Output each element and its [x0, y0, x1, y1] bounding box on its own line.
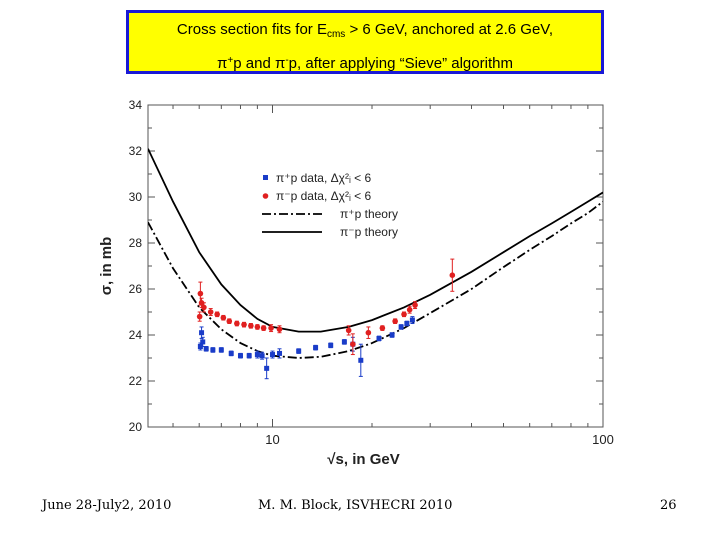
slide-title-box: Cross section fits for Ecms > 6 GeV, anc…: [126, 10, 604, 74]
pi-minus-data-point: [392, 318, 398, 325]
pi-plus-data-point: [210, 347, 216, 353]
pi-plus-data-point: [200, 339, 206, 345]
y-tick-label: 24: [129, 328, 143, 342]
pi-plus-data-point: [358, 357, 364, 363]
y-tick-label: 26: [129, 282, 143, 296]
pi-minus-data-point: [207, 309, 214, 315]
pi-minus-data-point: [350, 341, 356, 348]
pi-plus-data-point: [228, 350, 234, 356]
pi-plus-data-point: [246, 353, 252, 359]
pi-plus-data-point: [328, 342, 334, 348]
pi-minus-data-point: [196, 313, 203, 320]
pi-plus-data-point: [237, 353, 243, 359]
pi-plus-data-point: [277, 350, 283, 356]
pi-plus-data-point: [264, 365, 270, 371]
pi-minus-data-point: [260, 325, 267, 331]
pi-plus-data-point: [313, 345, 319, 351]
pi-plus-data-point: [254, 352, 260, 358]
pi-minus-data-point: [220, 314, 227, 321]
legend-label: π⁻p theory: [340, 225, 398, 239]
pi-minus-data-point: [379, 325, 386, 331]
legend-label: π⁺p theory: [340, 207, 398, 221]
pi-minus-data-point: [401, 311, 407, 318]
slide-title-line-1: Cross section fits for Ecms > 6 GeV, anc…: [176, 21, 554, 40]
legend-label: π⁻p data, Δχ²ᵢ < 6: [276, 189, 372, 203]
pi-plus-data-point: [409, 317, 415, 323]
pi-minus-theory-curve: [148, 148, 603, 333]
pi-minus-data-point: [198, 300, 205, 306]
y-axis-label: σ, in mb: [98, 237, 115, 296]
slide-title-line-2: π+p and π-p, after applying “Sieve” algo…: [217, 55, 513, 72]
pi-minus-data-point: [254, 324, 261, 330]
y-tick-label: 32: [129, 144, 143, 158]
pi-plus-data-point: [203, 346, 209, 352]
legend-label: π⁺p data, Δχ²ᵢ < 6: [276, 171, 372, 185]
y-tick-label: 20: [129, 420, 143, 434]
y-tick-label: 34: [129, 98, 143, 112]
pi-minus-data-point: [226, 318, 233, 325]
pi-plus-data-point: [259, 353, 265, 359]
pi-minus-data-point: [276, 326, 283, 333]
pi-minus-data-point: [345, 327, 352, 334]
pi-minus-data-point: [248, 323, 254, 329]
x-tick-label: 100: [592, 432, 614, 447]
pi-plus-data-point: [398, 324, 404, 330]
pi-plus-data-point: [197, 344, 203, 349]
pi-minus-data-point: [241, 321, 247, 328]
plot-frame: [147, 104, 604, 428]
footer-page-number: 26: [660, 498, 677, 513]
footer-author: M. M. Block, ISVHECRI 2010: [258, 498, 453, 513]
pi-minus-data-point: [197, 290, 204, 297]
x-axis-label: √s, in GeV: [327, 451, 399, 468]
pi-plus-data-point: [199, 330, 205, 336]
pi-minus-data-point: [201, 304, 207, 311]
pi-plus-data-point: [376, 335, 382, 341]
footer-date: June 28-July2, 2010: [42, 498, 172, 513]
legend-marker-square: [263, 175, 268, 180]
pi-plus-data-point: [218, 347, 224, 353]
pi-plus-data-point: [296, 348, 302, 354]
pi-minus-data-point: [406, 306, 413, 313]
legend-marker-circle: [262, 193, 269, 199]
y-tick-label: 30: [129, 190, 143, 204]
pi-minus-data-point: [412, 302, 418, 308]
pi-plus-data-point: [341, 339, 347, 345]
x-tick-label: 10: [265, 432, 279, 447]
y-tick-label: 28: [129, 236, 143, 250]
pi-minus-data-point: [214, 311, 220, 318]
y-tick-label: 22: [129, 374, 143, 388]
pi-minus-data-point: [268, 325, 274, 331]
pi-plus-data-point: [270, 352, 276, 358]
pi-minus-data-point: [365, 329, 372, 336]
pi-minus-data-point: [234, 320, 240, 327]
pi-plus-data-point: [404, 321, 410, 326]
pi-minus-data-point: [449, 272, 456, 279]
pi-plus-data-point: [389, 332, 395, 338]
